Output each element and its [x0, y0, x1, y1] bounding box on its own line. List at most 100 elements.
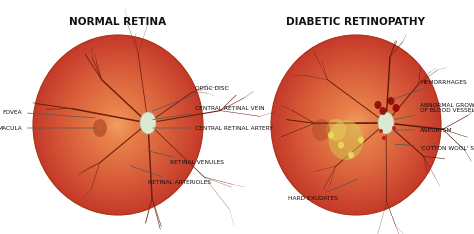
Ellipse shape: [39, 41, 197, 209]
Ellipse shape: [70, 74, 166, 176]
Ellipse shape: [275, 40, 437, 211]
Ellipse shape: [338, 142, 344, 149]
Ellipse shape: [294, 59, 419, 191]
Ellipse shape: [43, 45, 193, 205]
Ellipse shape: [336, 104, 376, 146]
Ellipse shape: [97, 102, 139, 147]
Text: CENTRAL RETINAL ARTERY: CENTRAL RETINAL ARTERY: [153, 125, 273, 131]
Text: RETINAL VENULES: RETINAL VENULES: [148, 151, 224, 165]
Ellipse shape: [281, 45, 431, 205]
Ellipse shape: [85, 91, 151, 160]
Ellipse shape: [60, 63, 176, 186]
Ellipse shape: [340, 109, 372, 142]
Ellipse shape: [58, 62, 177, 188]
Ellipse shape: [323, 91, 389, 160]
Ellipse shape: [300, 65, 413, 185]
Ellipse shape: [348, 151, 354, 158]
Ellipse shape: [355, 124, 357, 127]
Ellipse shape: [107, 113, 129, 137]
Ellipse shape: [295, 61, 417, 190]
Ellipse shape: [326, 119, 346, 141]
Ellipse shape: [378, 112, 394, 134]
Ellipse shape: [108, 114, 128, 135]
Ellipse shape: [329, 96, 383, 154]
Ellipse shape: [312, 119, 330, 141]
Ellipse shape: [346, 114, 366, 135]
Ellipse shape: [77, 81, 159, 168]
Ellipse shape: [305, 71, 407, 179]
Ellipse shape: [345, 113, 367, 137]
Ellipse shape: [51, 55, 184, 195]
Text: MACULA: MACULA: [0, 125, 95, 131]
Ellipse shape: [101, 107, 135, 143]
Ellipse shape: [379, 129, 383, 133]
Ellipse shape: [48, 51, 187, 198]
Ellipse shape: [326, 94, 386, 157]
Ellipse shape: [335, 102, 377, 147]
Ellipse shape: [320, 88, 392, 162]
Ellipse shape: [274, 38, 438, 212]
Ellipse shape: [84, 89, 152, 161]
Ellipse shape: [91, 96, 145, 154]
Ellipse shape: [271, 35, 441, 215]
Ellipse shape: [302, 68, 410, 182]
Ellipse shape: [42, 44, 194, 206]
Ellipse shape: [292, 58, 420, 193]
Ellipse shape: [73, 77, 164, 173]
Text: FOVEA: FOVEA: [2, 110, 95, 118]
Ellipse shape: [50, 53, 186, 197]
Ellipse shape: [328, 132, 334, 139]
Ellipse shape: [100, 106, 137, 145]
Ellipse shape: [284, 48, 428, 201]
Ellipse shape: [74, 78, 162, 172]
Ellipse shape: [312, 78, 400, 172]
Text: NORMAL RETINA: NORMAL RETINA: [69, 17, 166, 27]
Ellipse shape: [297, 62, 416, 188]
Ellipse shape: [347, 116, 365, 134]
Ellipse shape: [290, 55, 423, 195]
Ellipse shape: [114, 121, 122, 129]
Ellipse shape: [316, 83, 396, 167]
Ellipse shape: [64, 68, 172, 182]
Ellipse shape: [78, 83, 158, 167]
Ellipse shape: [71, 76, 165, 175]
Ellipse shape: [61, 65, 174, 185]
Text: ANEURYSM: ANEURYSM: [395, 128, 453, 132]
Ellipse shape: [313, 80, 399, 170]
Ellipse shape: [315, 81, 397, 168]
Ellipse shape: [33, 35, 203, 215]
Ellipse shape: [63, 66, 173, 183]
Ellipse shape: [319, 86, 393, 164]
Ellipse shape: [115, 122, 121, 128]
Ellipse shape: [57, 61, 179, 190]
Ellipse shape: [392, 104, 400, 112]
Ellipse shape: [82, 88, 154, 162]
Ellipse shape: [306, 73, 406, 178]
Ellipse shape: [337, 106, 374, 145]
Ellipse shape: [328, 120, 364, 160]
Ellipse shape: [318, 84, 394, 165]
Ellipse shape: [94, 99, 142, 150]
Ellipse shape: [75, 80, 161, 170]
Ellipse shape: [303, 69, 409, 180]
Ellipse shape: [98, 125, 102, 131]
Ellipse shape: [352, 121, 360, 129]
Ellipse shape: [95, 101, 141, 149]
Ellipse shape: [67, 71, 169, 179]
Ellipse shape: [88, 94, 148, 157]
Ellipse shape: [332, 99, 380, 150]
Ellipse shape: [140, 112, 156, 134]
Ellipse shape: [53, 56, 183, 194]
Ellipse shape: [273, 37, 439, 213]
Ellipse shape: [87, 92, 149, 158]
Ellipse shape: [285, 50, 427, 200]
Ellipse shape: [93, 119, 107, 137]
Ellipse shape: [343, 111, 369, 139]
Text: RETINAL ARTERIOLES: RETINAL ARTERIOLES: [131, 166, 211, 186]
Ellipse shape: [40, 43, 196, 208]
Ellipse shape: [350, 119, 362, 131]
Ellipse shape: [301, 66, 411, 183]
Ellipse shape: [105, 111, 131, 139]
Text: HARD EXUDATES: HARD EXUDATES: [288, 179, 357, 201]
Ellipse shape: [81, 86, 155, 164]
